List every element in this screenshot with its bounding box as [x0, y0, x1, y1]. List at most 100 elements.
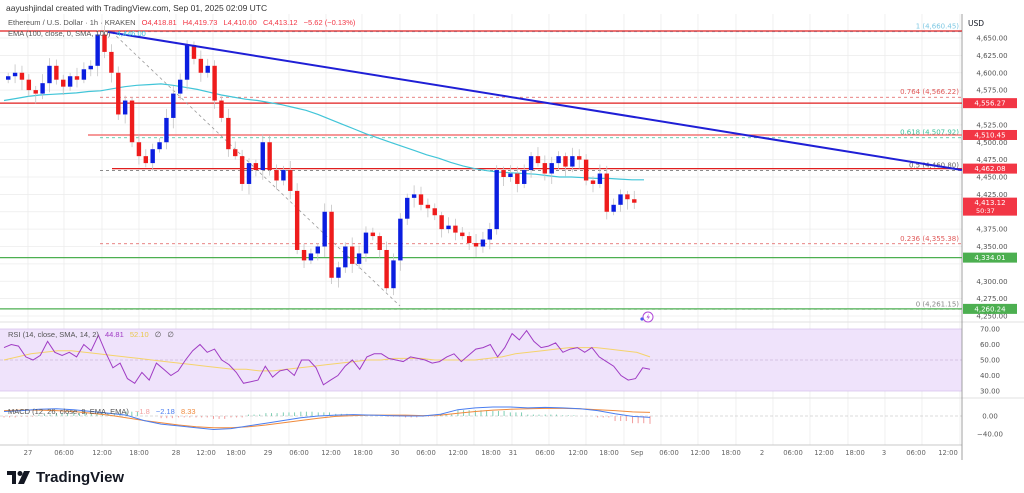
time-tick: 12:00: [938, 449, 958, 457]
time-tick: 12:00: [321, 449, 341, 457]
time-tick: 18:00: [481, 449, 501, 457]
price-tick: 4,575.00: [976, 87, 1007, 95]
macd-signal-line: [3, 407, 651, 429]
time-tick: 18:00: [353, 449, 373, 457]
price-badge: [963, 129, 1017, 140]
ohlc-high: H4,419.73: [182, 18, 218, 27]
price-tick: 4,625.00: [976, 52, 1007, 60]
price-tick: 4,300.00: [976, 278, 1007, 286]
symbol-header: Ethereum / U.S. Dollar · 1h · KRAKEN O4,…: [8, 18, 355, 27]
price-tick: 4,425.00: [976, 191, 1007, 199]
time-tick: 12:00: [814, 449, 834, 457]
rsi-legend: RSI (14, close, SMA, 14, 2) 44.81 52.10 …: [8, 330, 174, 339]
rsi-extra-2: ∅: [167, 330, 174, 339]
macd-line: [3, 406, 651, 431]
time-tick: 06:00: [416, 449, 436, 457]
support-resistance-levels[interactable]: [0, 30, 962, 310]
price-chart-canvas[interactable]: 1 (4,660.45) 0.764 (4,566.22) 0.618 (4,507…: [0, 14, 1024, 461]
time-tick: 06:00: [535, 449, 555, 457]
time-tick: 28: [172, 449, 181, 457]
time-tick: 27: [24, 449, 33, 457]
symbol-name: Ethereum / U.S. Dollar · 1h · KRAKEN: [8, 18, 136, 27]
price-tick: 4,525.00: [976, 121, 1007, 129]
time-tick: 18:00: [129, 449, 149, 457]
tradingview-logo-icon: [7, 471, 30, 484]
svg-text:4,556.27: 4,556.27: [974, 100, 1005, 108]
svg-text:4,334.01: 4,334.01: [974, 254, 1005, 262]
brand-name: TradingView: [36, 469, 125, 486]
currency-label: USD: [968, 19, 984, 28]
price-badge: [963, 197, 1017, 216]
time-tick: 12:00: [568, 449, 588, 457]
fib-label: 0.618 (4,507.92): [900, 129, 959, 137]
rsi-value: 44.81: [104, 330, 124, 339]
chart-frame[interactable]: 1 (4,660.45) 0.764 (4,566.22) 0.618 (4,507…: [0, 14, 1024, 461]
svg-text:4,413.12: 4,413.12: [974, 199, 1005, 207]
price-tick: 4,275.00: [976, 295, 1007, 303]
ohlc-change: −5.62 (−0.13%): [303, 18, 356, 27]
macd-signal-value: 8.33: [180, 407, 196, 416]
time-tick: 29: [264, 449, 273, 457]
svg-text:4,510.45: 4,510.45: [974, 131, 1005, 139]
macd-value: −2.18: [155, 407, 175, 416]
fib-label: 0.236 (4,355.38): [900, 235, 959, 243]
time-tick: 06:00: [659, 449, 679, 457]
time-tick: 12:00: [196, 449, 216, 457]
ohlc-open: O4,418.81: [141, 18, 177, 27]
flash-event-icon[interactable]: [640, 311, 654, 323]
price-tick: 4,250.00: [976, 313, 1007, 321]
price-axis[interactable]: USD 4,650.00 4,625.00 4,600.00 4,575.00 4,525…: [963, 19, 1017, 439]
fib-label: 1 (4,660.45): [916, 23, 960, 31]
time-tick: 06:00: [783, 449, 803, 457]
rsi-ma-value: 52.10: [129, 330, 149, 339]
rsi-extra-1: ∅: [154, 330, 162, 339]
rsi-legend-label: RSI (14, close, SMA, 14, 2): [8, 330, 99, 339]
time-tick: 3: [882, 449, 886, 457]
ohlc-low: L4,410.00: [223, 18, 257, 27]
macd-legend: MACD (12, 26, close, 9, EMA, EMA) −1.8 −…: [8, 407, 196, 416]
ohlc-close: C4,413.12: [262, 18, 298, 27]
rsi-tick: 70.00: [980, 326, 1000, 334]
time-tick: 2: [760, 449, 764, 457]
price-tick: 4,450.00: [976, 174, 1007, 182]
macd-tick: −40.00: [977, 431, 1003, 439]
price-tick: 4,500.00: [976, 139, 1007, 147]
price-tick: 4,475.00: [976, 156, 1007, 164]
time-tick: 18:00: [599, 449, 619, 457]
ema-legend-label: EMA (100, close, 0, SMA, 100): [8, 29, 111, 38]
time-axis[interactable]: 27 06:00 12:00 18:00 28 12:00 18:00 29 06:00 12:0…: [24, 449, 958, 457]
price-badge: [963, 98, 1017, 109]
time-tick: 30: [391, 449, 400, 457]
macd-hist-value: −1.8: [134, 407, 150, 416]
svg-text:4,260.24: 4,260.24: [974, 305, 1006, 313]
price-badge: [963, 163, 1017, 174]
price-tick: 4,375.00: [976, 226, 1007, 234]
time-tick: 18:00: [721, 449, 741, 457]
price-tick: 4,350.00: [976, 243, 1007, 251]
candlesticks: [6, 25, 637, 296]
time-tick: 12:00: [690, 449, 710, 457]
time-tick: 12:00: [92, 449, 112, 457]
rsi-tick: 50.00: [980, 357, 1000, 365]
ema-legend: EMA (100, close, 0, SMA, 100) 4,446.00: [8, 29, 146, 38]
time-tick: 06:00: [54, 449, 74, 457]
time-tick: 18:00: [845, 449, 865, 457]
price-tick: 4,650.00: [976, 35, 1007, 43]
bearish-trendline[interactable]: [107, 31, 963, 171]
fib-label: 0.764 (4,566.22): [900, 88, 959, 96]
rsi-ma-line: [3, 347, 651, 372]
rsi-line: [3, 329, 651, 386]
fib-label: 0 (4,261.15): [916, 300, 960, 308]
price-tick: 4,600.00: [976, 69, 1007, 77]
tradingview-logo[interactable]: TradingView: [7, 469, 124, 486]
svg-text:50:37: 50:37: [976, 207, 995, 215]
price-badge: [963, 303, 1017, 314]
rsi-tick: 30.00: [980, 388, 1000, 396]
time-tick: 12:00: [448, 449, 468, 457]
ema-line: [3, 83, 644, 181]
price-badge: [963, 252, 1017, 263]
time-tick: 31: [509, 449, 518, 457]
svg-text:4,462.08: 4,462.08: [974, 165, 1005, 173]
macd-legend-label: MACD (12, 26, close, 9, EMA, EMA): [8, 407, 129, 416]
time-tick: Sep: [631, 449, 644, 457]
